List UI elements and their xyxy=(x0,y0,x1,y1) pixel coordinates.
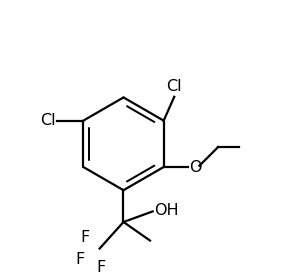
Text: F: F xyxy=(75,252,84,267)
Text: O: O xyxy=(189,160,201,175)
Text: F: F xyxy=(96,260,106,274)
Text: Cl: Cl xyxy=(40,113,56,128)
Text: Cl: Cl xyxy=(167,79,182,94)
Text: OH: OH xyxy=(154,203,178,218)
Text: F: F xyxy=(80,230,90,245)
